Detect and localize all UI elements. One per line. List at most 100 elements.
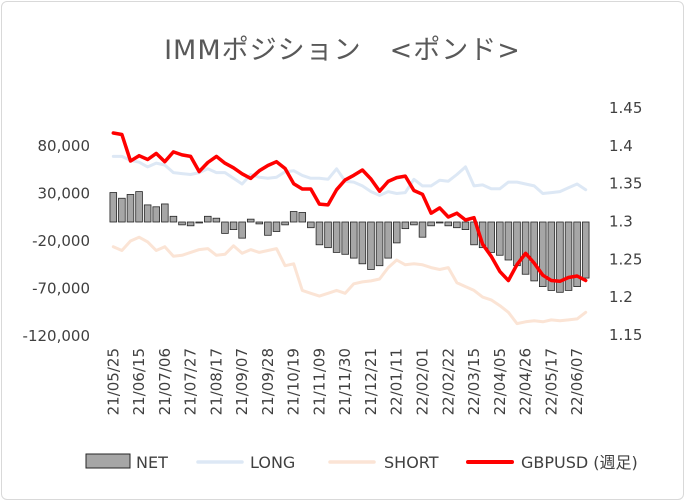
chart-title: IMMポジション <ポンド> (164, 35, 521, 66)
net-bar (315, 221, 324, 246)
legend: NET LONG SHORT GBPUSD (週足) (85, 453, 638, 472)
x-tick-label: 22/06/07 (568, 348, 586, 415)
net-bar (143, 204, 152, 223)
net-bar (204, 215, 212, 223)
x-tick-label: 21/11/30 (336, 348, 354, 415)
net-bars (109, 191, 590, 293)
net-bar (401, 221, 410, 230)
net-bar (161, 203, 169, 223)
right-tick-label: 1.35 (609, 175, 642, 193)
net-bar (496, 221, 504, 256)
x-tick-label: 22/01/11 (388, 348, 406, 415)
net-bar (504, 221, 513, 261)
net-bar (487, 221, 495, 253)
x-tick-label: 21/07/27 (182, 348, 200, 415)
net-bar (169, 215, 178, 223)
right-tick-label: 1.25 (609, 250, 642, 268)
left-tick-label: -70,000 (32, 280, 90, 298)
right-tick-label: 1.3 (609, 213, 633, 231)
net-bar (135, 191, 143, 223)
right-tick-label: 1.2 (609, 288, 633, 306)
x-axis-ticks: 21/05/25 21/06/15 21/07/06 21/07/27 21/08/17… (104, 348, 586, 415)
left-tick-label: 30,000 (38, 185, 91, 203)
net-bar (384, 221, 392, 259)
x-tick-label: 21/11/09 (310, 348, 328, 415)
net-bar (375, 221, 384, 267)
net-bar (126, 194, 135, 223)
net-bar (221, 221, 229, 234)
net-bar (564, 221, 573, 291)
net-bar (435, 221, 444, 224)
net-bar (350, 221, 358, 259)
net-bar (264, 221, 272, 236)
x-tick-label: 21/08/17 (207, 348, 225, 415)
right-tick-label: 1.15 (609, 326, 642, 344)
net-bar (109, 192, 118, 223)
net-bar (307, 221, 315, 229)
right-tick-label: 1.4 (609, 137, 633, 155)
x-tick-label: 21/09/07 (233, 348, 251, 415)
net-bar (195, 221, 203, 224)
net-bar (418, 221, 427, 238)
net-bar (332, 221, 341, 253)
net-bar (367, 221, 375, 270)
legend-net-swatch (85, 453, 131, 469)
long-line (111, 154, 588, 197)
net-bar (573, 221, 581, 287)
short-line (111, 235, 588, 326)
x-tick-label: 22/02/22 (439, 348, 457, 415)
gbpusd-line (111, 131, 588, 284)
x-tick-label: 22/05/17 (542, 348, 560, 415)
net-bar (255, 221, 264, 225)
x-tick-label: 21/09/28 (259, 348, 277, 415)
net-bar (212, 217, 221, 223)
net-bar (298, 212, 307, 223)
net-bar (444, 221, 453, 227)
net-bar (272, 221, 281, 232)
net-bar (238, 221, 246, 239)
net-bar (358, 221, 367, 265)
right-axis-ticks: 1.45 1.4 1.35 1.3 1.25 1.2 1.15 (609, 99, 642, 344)
x-tick-label: 21/06/15 (130, 348, 148, 415)
net-bar (281, 221, 289, 226)
left-tick-label: 80,000 (38, 137, 91, 155)
x-tick-label: 22/02/01 (414, 348, 432, 415)
x-tick-label: 21/10/19 (285, 348, 303, 415)
x-tick-label: 22/03/15 (465, 348, 483, 415)
net-bar (453, 221, 461, 229)
net-bar (410, 221, 418, 226)
net-bar (427, 221, 435, 227)
x-tick-label: 21/05/25 (104, 348, 122, 415)
net-bar (246, 218, 255, 223)
net-bar (152, 206, 160, 223)
net-bar (530, 221, 538, 282)
net-bar (581, 221, 590, 279)
net-bar (392, 221, 401, 244)
net-bar (539, 221, 547, 287)
left-tick-label: -120,000 (23, 327, 90, 345)
net-bar (461, 221, 470, 230)
left-tick-label: -20,000 (32, 232, 90, 250)
net-bar (178, 221, 186, 226)
net-bar (341, 221, 349, 255)
legend-label: GBPUSD (週足) (521, 453, 638, 472)
x-tick-label: 21/12/21 (362, 348, 380, 415)
net-bar (521, 221, 530, 275)
legend-label: LONG (250, 453, 295, 472)
legend-label: SHORT (384, 453, 439, 472)
series-lines (111, 131, 588, 326)
net-bar (229, 221, 238, 230)
net-bar (118, 197, 126, 223)
x-tick-label: 22/04/05 (491, 348, 509, 415)
net-bar (324, 221, 332, 249)
net-bar (289, 211, 298, 223)
x-tick-label: 22/04/26 (517, 348, 535, 415)
legend-label: NET (136, 453, 168, 472)
left-axis-ticks: 80,000 30,000 -20,000 -70,000 -120,000 (23, 137, 90, 345)
net-bar (186, 221, 195, 227)
x-tick-label: 21/07/06 (156, 348, 174, 415)
net-bar (547, 221, 556, 291)
net-bar (556, 221, 564, 293)
right-tick-label: 1.45 (609, 99, 642, 117)
